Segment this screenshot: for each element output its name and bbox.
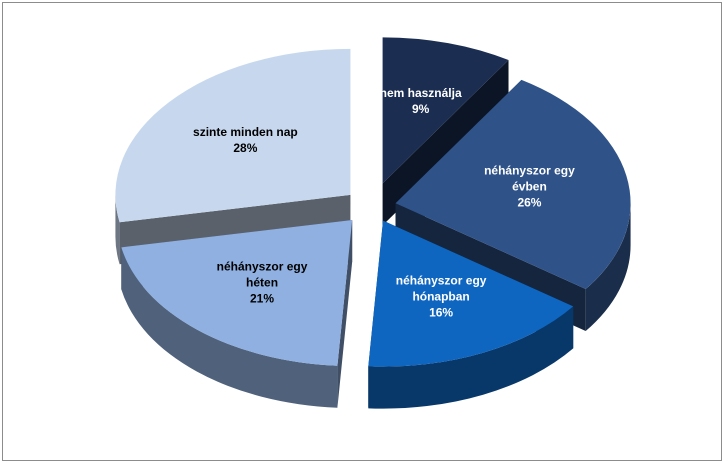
slice-category-label: nem használja: [380, 86, 462, 100]
slice-value-label: 21%: [250, 292, 274, 306]
slice-value-label: 28%: [233, 141, 257, 155]
slice-category-label: szinte minden nap: [193, 125, 298, 139]
slice-value-label: 16%: [429, 305, 453, 319]
pie-slice-4: [121, 219, 353, 408]
pie-slice-1: [382, 37, 509, 226]
slice-category-label: néhányszor egy: [396, 273, 487, 287]
slice-category-label: néhányszor egy: [484, 164, 575, 178]
slice-category-label: néhányszor egy: [217, 260, 308, 274]
pie-slice-3: [368, 220, 574, 409]
slice-value-label: 26%: [517, 196, 541, 210]
slice-category-label: héten: [246, 276, 278, 290]
slice-value-label: 9%: [412, 102, 430, 116]
slice-category-label: évben: [512, 180, 547, 194]
slice-category-label: hónapban: [412, 289, 469, 303]
